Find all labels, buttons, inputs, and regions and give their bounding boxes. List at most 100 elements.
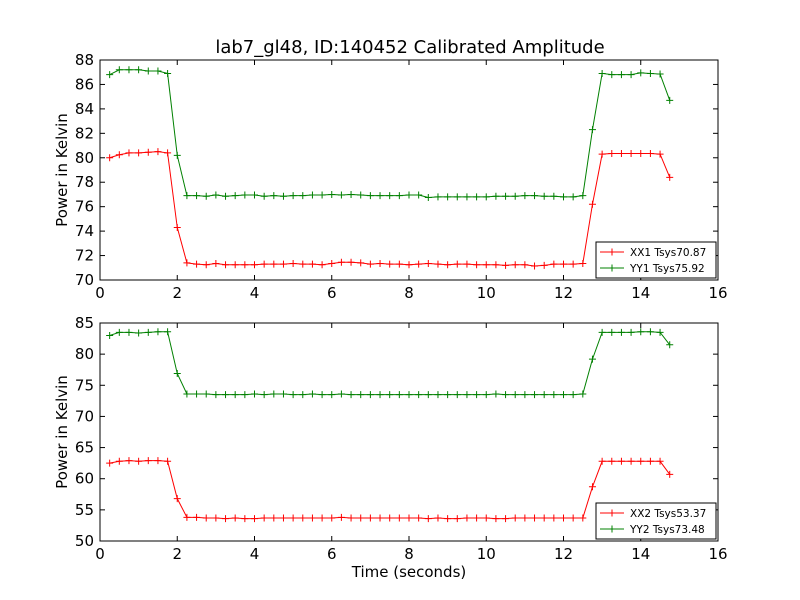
series-xx2 [106, 457, 674, 523]
data-point [395, 260, 403, 268]
x-tick-label: 4 [250, 284, 260, 302]
data-point [453, 193, 461, 201]
data-point [617, 71, 625, 79]
data-point [569, 391, 577, 399]
data-point [270, 192, 278, 200]
data-point [463, 514, 471, 522]
data-point [473, 391, 481, 399]
data-point [357, 259, 365, 267]
data-point [550, 260, 558, 268]
y-tick-label: 50 [75, 532, 94, 550]
data-point [357, 391, 365, 399]
data-point [212, 514, 220, 522]
data-point [444, 391, 452, 399]
data-point [135, 457, 143, 465]
y-tick-label: 60 [75, 470, 94, 488]
data-point [279, 514, 287, 522]
data-point [627, 457, 635, 465]
data-point [135, 66, 143, 74]
data-point [511, 391, 519, 399]
data-point [328, 391, 336, 399]
data-point [608, 457, 616, 465]
y-tick-label: 76 [75, 198, 94, 216]
y-axis-label: Power in Kelvin [53, 375, 71, 489]
data-point [144, 148, 152, 156]
data-point [588, 126, 596, 134]
data-point [482, 193, 490, 201]
legend-label: YY2 Tsys73.48 [629, 524, 705, 536]
data-point [540, 192, 548, 200]
data-point [482, 261, 490, 269]
data-point [666, 470, 674, 478]
data-point [656, 70, 664, 78]
data-point [666, 173, 674, 181]
x-tick-label: 14 [631, 545, 650, 563]
data-point [579, 390, 587, 398]
data-point [337, 191, 345, 199]
x-tick-label: 2 [172, 545, 182, 563]
data-point [202, 261, 210, 269]
data-point [656, 457, 664, 465]
data-point [231, 391, 239, 399]
data-point [511, 261, 519, 269]
data-point [106, 331, 114, 339]
data-point [637, 150, 645, 157]
data-point [540, 391, 548, 399]
data-point [424, 515, 432, 523]
data-point [318, 514, 326, 522]
data-point [540, 514, 548, 522]
data-point [463, 391, 471, 399]
data-point [251, 191, 258, 199]
data-point [395, 514, 403, 522]
data-point [125, 457, 133, 465]
data-point [260, 391, 268, 399]
legend-marker [608, 264, 616, 272]
data-point [473, 261, 481, 269]
y-axis-label: Power in Kelvin [53, 113, 71, 227]
data-point [550, 192, 558, 200]
axes-frame [99, 59, 719, 281]
data-point [125, 149, 133, 157]
data-point [347, 391, 355, 399]
data-point [328, 260, 336, 267]
data-point [502, 192, 510, 200]
data-point [588, 200, 596, 208]
data-point [308, 390, 316, 398]
data-point [328, 190, 336, 198]
data-point [569, 260, 577, 268]
y-tick-label: 80 [75, 345, 94, 363]
data-point [135, 329, 143, 337]
data-point [299, 260, 307, 268]
x-tick-label: 8 [404, 545, 414, 563]
data-point [115, 151, 123, 159]
data-point [511, 514, 519, 522]
legend-box [595, 502, 717, 540]
data-point [550, 391, 558, 399]
data-point [308, 514, 316, 522]
data-point [560, 514, 567, 522]
data-point [260, 514, 268, 522]
data-point [347, 514, 355, 522]
data-point [656, 150, 664, 158]
data-point [144, 457, 152, 465]
y-tick-label: 74 [75, 222, 94, 240]
data-point [193, 260, 201, 268]
data-point [386, 260, 394, 268]
legend: XX1 Tsys70.87 YY1 Tsys75.92 [595, 241, 717, 279]
x-tick-label: 10 [477, 545, 496, 563]
data-point [444, 193, 452, 201]
data-point [560, 193, 567, 201]
x-tick-label: 16 [708, 545, 727, 563]
data-point [376, 192, 384, 200]
data-point [540, 261, 548, 269]
data-point [550, 514, 558, 522]
data-point [279, 390, 287, 398]
data-point [173, 495, 181, 503]
data-point [482, 391, 490, 399]
data-point [337, 258, 345, 266]
x-tick-label: 6 [327, 284, 337, 302]
y-tick-label: 82 [75, 124, 94, 142]
data-point [376, 260, 384, 267]
data-point [289, 260, 297, 267]
